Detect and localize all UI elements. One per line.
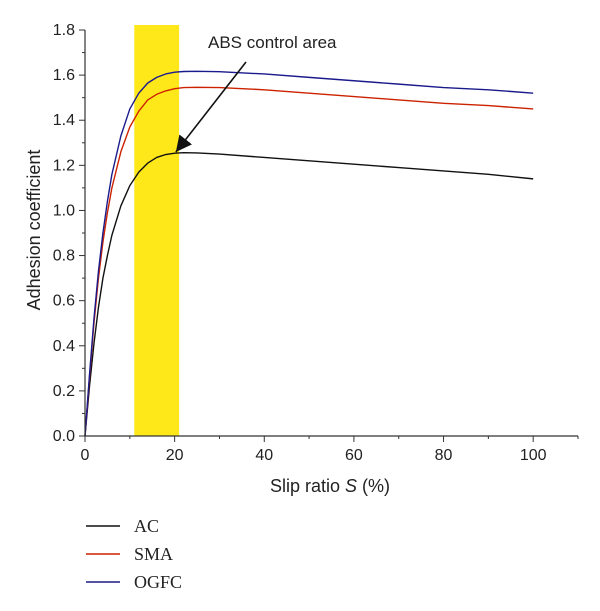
y-tick-label: 0.6 bbox=[53, 293, 75, 310]
annotation-label: ABS control area bbox=[208, 33, 337, 52]
y-tick-label: 1.8 bbox=[53, 22, 75, 39]
series-line-ogfc bbox=[84, 70, 534, 437]
legend-label-ogfc: OGFC bbox=[134, 572, 182, 592]
legend-label-ac: AC bbox=[134, 516, 159, 536]
x-axis-label: Slip ratio S (%) bbox=[270, 476, 390, 496]
series-line-ac bbox=[84, 152, 534, 437]
axes: 0 20 40 60 80 100 0.0 0.2 0.4 0.6 0.8 1.0 1.2 1.4 1.6 1… bbox=[53, 22, 579, 464]
abs-control-region bbox=[134, 25, 180, 436]
x-tick-label: 100 bbox=[520, 447, 547, 464]
y-tick-label: 1.4 bbox=[53, 112, 75, 129]
x-tick-label: 80 bbox=[435, 447, 453, 464]
y-tick-label: 1.2 bbox=[53, 157, 75, 174]
legend: AC SMA OGFC bbox=[86, 516, 182, 592]
series-line-sma bbox=[84, 86, 534, 437]
y-tick-label: 0.0 bbox=[53, 428, 75, 445]
x-tick-label: 20 bbox=[166, 447, 184, 464]
legend-label-sma: SMA bbox=[134, 544, 173, 564]
x-tick-label: 0 bbox=[81, 447, 90, 464]
x-tick-label: 60 bbox=[345, 447, 363, 464]
y-tick-label: 0.4 bbox=[53, 338, 75, 355]
x-tick-label: 40 bbox=[255, 447, 273, 464]
y-tick-label: 1.6 bbox=[53, 67, 75, 84]
y-axis-label: Adhesion coefficient bbox=[24, 150, 44, 311]
annotation: ABS control area bbox=[175, 33, 337, 153]
plot-area bbox=[84, 25, 534, 437]
y-tick-label: 0.8 bbox=[53, 248, 75, 265]
y-tick-label: 1.0 bbox=[53, 202, 75, 219]
annotation-arrow bbox=[175, 61, 247, 153]
y-tick-label: 0.2 bbox=[53, 383, 75, 400]
